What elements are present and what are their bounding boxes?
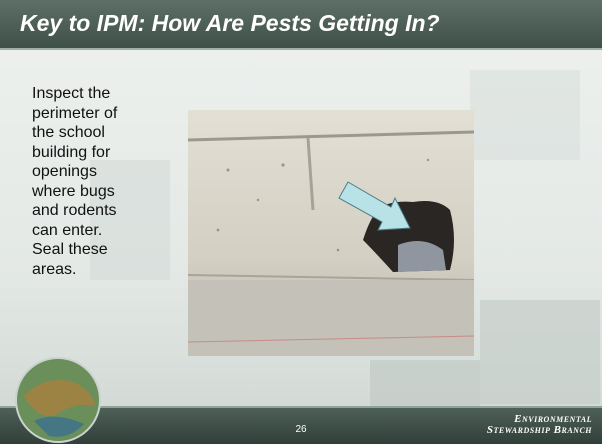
branding-line: Stewardship Branch	[486, 424, 592, 436]
photo-wall-hole	[188, 110, 474, 356]
body-line: perimeter of	[32, 104, 118, 122]
page-number: 26	[295, 424, 307, 435]
body-line: building for	[32, 143, 111, 161]
slide-title: Key to IPM: How Are Pests Getting In?	[20, 10, 440, 36]
body-line: where bugs	[32, 182, 115, 200]
body-line: and rodents	[32, 202, 117, 219]
faded-photo	[90, 160, 170, 280]
branding: Environmental Stewardship Branch	[487, 414, 592, 436]
faded-photo	[470, 70, 580, 160]
body-line: areas.	[32, 260, 77, 278]
body-line: Inspect the	[32, 85, 111, 102]
globe-logo	[15, 357, 101, 443]
title-bar	[0, 0, 602, 50]
body-line: Seal these	[32, 241, 108, 258]
body-line: openings	[32, 163, 97, 180]
body-text: Inspect the perimeter of the school buildin…	[32, 84, 117, 279]
faded-photo	[480, 300, 600, 404]
body-line: can enter.	[32, 221, 103, 239]
branding-line: Environmental	[514, 413, 592, 425]
faded-photo	[370, 360, 480, 406]
body-line: the school	[32, 124, 105, 141]
footer-bar	[0, 406, 602, 444]
